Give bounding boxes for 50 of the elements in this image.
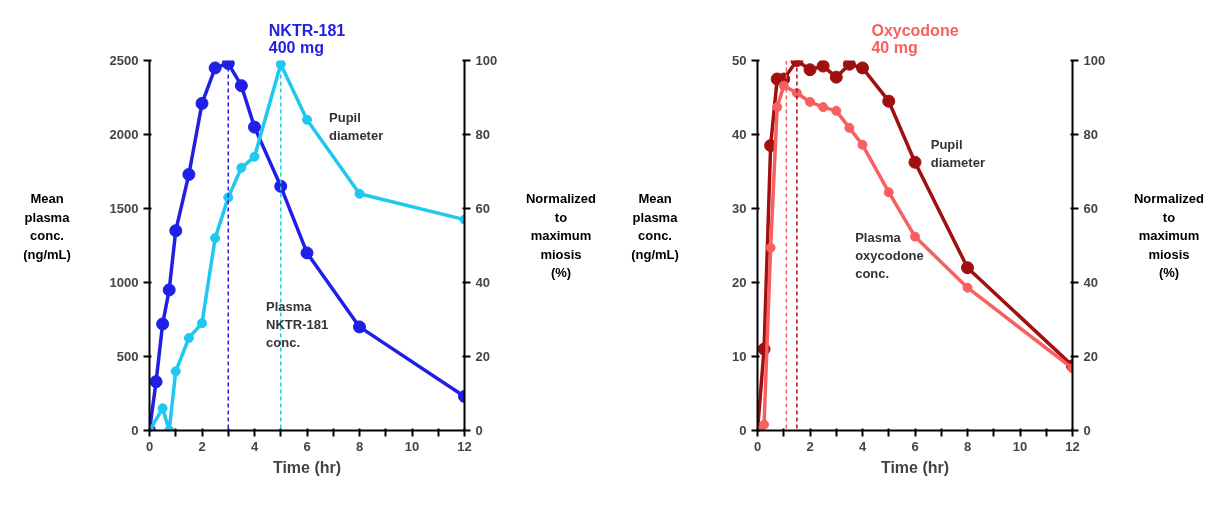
x-tick-label: 0 — [145, 438, 154, 454]
chart-title: Oxycodone 40 mg — [871, 21, 959, 56]
x-tick-label: 4 — [858, 438, 867, 454]
y-tick-label: 1500 — [109, 201, 139, 216]
y2-axis-title: Normalized to maximum miosis (%) — [1133, 190, 1205, 283]
annotation: Plasma oxycodone conc. — [855, 230, 924, 282]
x-tick-label: 2 — [806, 438, 814, 454]
annotation: Pupil diameter — [930, 136, 985, 170]
x-tick-label: 2 — [198, 438, 206, 454]
x-tick-label: 6 — [911, 438, 919, 454]
x-tick-label: 12 — [457, 438, 472, 454]
y-axis-title: Mean plasma conc. (ng/mL) — [631, 190, 679, 264]
y-tick-label: 40 — [732, 127, 747, 142]
x-tick-label: 10 — [1012, 438, 1028, 454]
y2-tick-label: 0 — [475, 423, 483, 438]
x-tick-label: 10 — [404, 438, 420, 454]
x-tick-label: 8 — [355, 438, 364, 454]
y-tick-label: 2000 — [109, 127, 139, 142]
y2-tick-label: 100 — [475, 53, 498, 68]
y2-tick-label: 0 — [1083, 423, 1091, 438]
x-tick-label: 12 — [1065, 438, 1080, 454]
y2-tick-label: 80 — [1083, 127, 1098, 142]
x-tick-label: 4 — [250, 438, 259, 454]
x-axis-title: Time (hr) — [880, 458, 950, 476]
y2-tick-label: 60 — [475, 201, 490, 216]
x-axis-title: Time (hr) — [272, 458, 342, 476]
y2-tick-label: 60 — [1083, 201, 1098, 216]
y-tick-label: 20 — [732, 275, 747, 290]
chart-title: NKTR-181 400 mg — [268, 21, 346, 56]
y-tick-label: 0 — [739, 423, 747, 438]
y-tick-label: 50 — [732, 53, 747, 68]
x-tick-label: 8 — [963, 438, 972, 454]
y2-tick-label: 80 — [475, 127, 490, 142]
x-tick-label: 0 — [753, 438, 762, 454]
y-tick-label: 30 — [732, 201, 747, 216]
y-tick-label: 2500 — [109, 53, 139, 68]
y2-tick-label: 20 — [475, 349, 490, 364]
x-tick-label: 6 — [303, 438, 311, 454]
y-tick-label: 1000 — [109, 275, 139, 290]
y-tick-label: 10 — [732, 349, 747, 364]
y2-tick-label: 40 — [475, 275, 490, 290]
y-axis-title: Mean plasma conc. (ng/mL) — [23, 190, 71, 264]
y2-tick-label: 100 — [1083, 53, 1106, 68]
y2-tick-label: 40 — [1083, 275, 1098, 290]
annotation: Plasma NKTR-181 conc. — [266, 298, 329, 350]
y-tick-label: 0 — [131, 423, 139, 438]
annotation: Pupil diameter — [329, 110, 384, 143]
y-tick-label: 500 — [116, 349, 139, 364]
y2-tick-label: 20 — [1083, 349, 1098, 364]
y2-axis-title: Normalized to maximum miosis (%) — [525, 190, 597, 283]
